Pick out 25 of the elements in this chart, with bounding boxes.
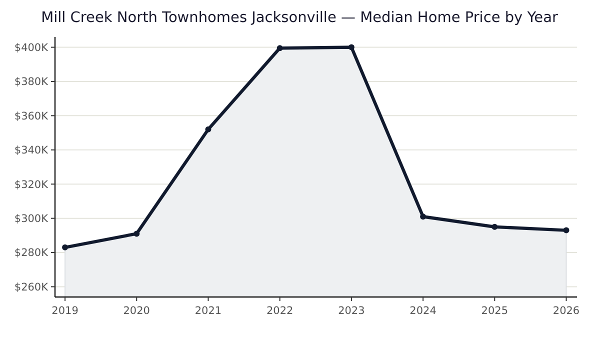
x-tick-label: 2022 [266,305,294,317]
y-tick-label: $340K [14,144,50,157]
y-tick-label: $300K [14,212,50,225]
y-tick-label: $320K [14,178,50,191]
point [205,126,212,132]
x-tick-label: 2024 [410,305,437,317]
y-tick-label: $280K [14,247,50,260]
x-tick-label: 2020 [123,305,150,317]
point [563,227,570,234]
point [276,45,283,52]
chart-title: Mill Creek North Townhomes Jacksonville — Median Home Price by Year [41,10,558,26]
point [348,44,354,50]
y-tick-label: $400K [14,42,50,54]
point [134,230,140,237]
point [492,224,498,230]
y-tick-label: $260K [14,281,50,294]
x-tick-label: 2023 [338,305,365,317]
point [62,244,68,250]
x-tick-label: 2025 [481,305,508,317]
x-tick-label: 2019 [52,305,78,317]
y-tick-label: $380K [14,76,50,88]
x-tick-label: 2026 [552,305,580,317]
point [420,214,426,220]
x-tick-label: 2021 [194,305,222,317]
y-tick-label: $360K [14,110,50,122]
